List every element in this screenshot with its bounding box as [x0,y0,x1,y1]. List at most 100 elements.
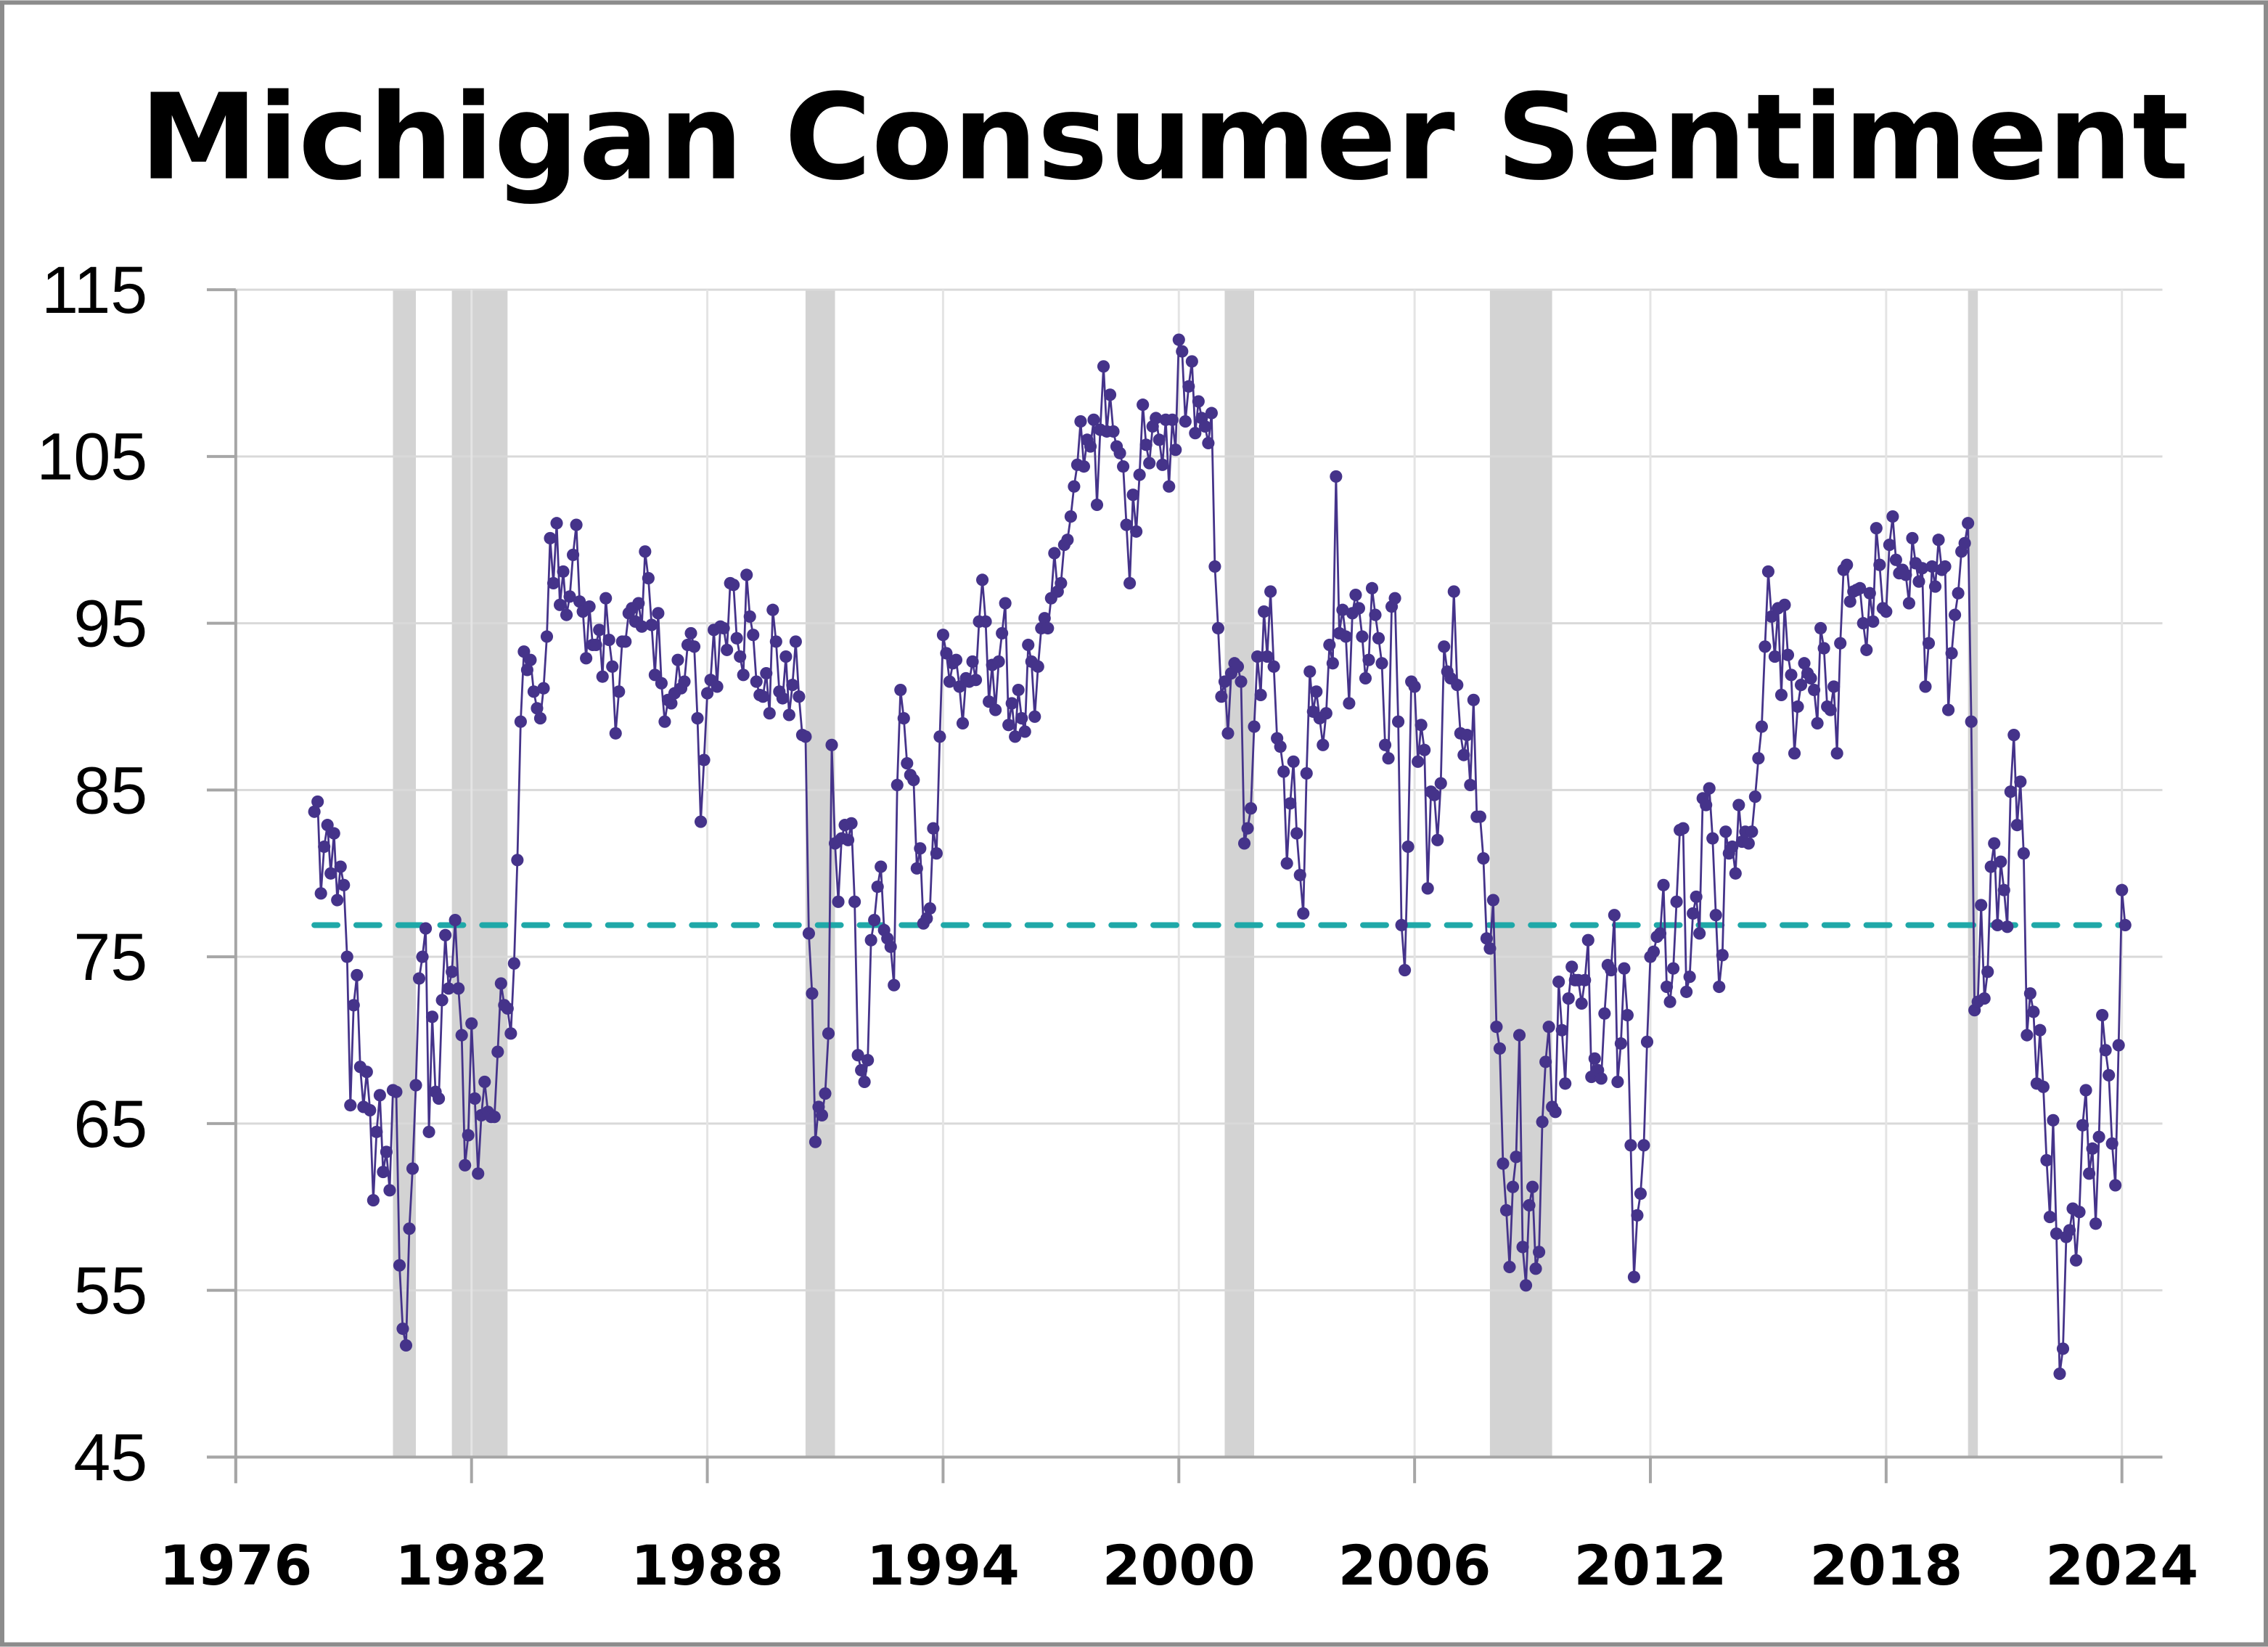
data-point [2063,1224,2076,1237]
data-point [511,854,524,867]
data-point [875,860,888,873]
y-tick-label: 75 [73,920,147,994]
data-point [1464,778,1477,792]
data-point [1218,675,1232,688]
data-point [557,565,570,578]
data-point [580,652,593,665]
data-point [383,1184,396,1197]
data-point [567,548,580,561]
data-point [721,643,734,656]
data-point [1863,587,1876,600]
data-point [1997,883,2010,896]
data-point [1126,489,1139,502]
data-point [1516,1241,1529,1254]
data-point [1748,790,1761,804]
data-point [1460,728,1473,742]
data-point [808,1135,822,1148]
data-point [1716,949,1729,962]
data-point [1883,539,1896,552]
data-point [544,531,557,545]
data-point [1323,638,1336,652]
data-point [1359,671,1372,685]
data-point [1962,517,1975,530]
data-point [399,1339,413,1352]
data-point [782,708,795,722]
data-point [1250,650,1264,663]
data-point [891,778,904,792]
data-point [1700,798,1713,812]
data-point [337,878,351,891]
data-point [1064,510,1077,523]
data-point [390,1085,403,1098]
data-point [419,922,433,935]
data-point [979,615,992,628]
data-point [1378,738,1392,751]
data-point [737,669,750,682]
data-point [1624,1139,1637,1152]
data-point [1765,610,1778,623]
data-point [1860,643,1873,656]
data-point [1794,679,1808,692]
data-point [1526,1180,1539,1193]
data-point [2017,847,2030,860]
data-point [769,635,782,648]
data-point [2103,1068,2116,1082]
x-tick-label: 2006 [1338,1534,1491,1598]
data-point [520,663,533,677]
data-point [494,977,507,990]
data-point [1388,592,1401,605]
data-point [1434,777,1447,790]
y-tick-label: 55 [73,1254,147,1328]
data-point [1198,420,1211,433]
data-point [819,1087,832,1100]
data-point [779,650,793,663]
data-point [1768,650,1782,663]
data-point [439,928,452,941]
data-point [1447,585,1460,598]
sentiment-series [308,333,2132,1381]
data-point [1182,380,1195,393]
data-point [409,1079,422,1092]
data-point [743,610,756,623]
data-point [1208,560,1221,573]
data-point [1369,608,1382,621]
data-point [1103,388,1117,401]
data-point [1713,980,1726,994]
x-tick-label: 1994 [867,1534,1020,1598]
data-point [806,987,819,1000]
data-point [1608,909,1621,922]
data-point [734,650,747,663]
data-point [1172,333,1185,346]
data-point [406,1162,419,1175]
data-point [1473,810,1486,823]
data-point [433,1092,446,1106]
data-point [1486,894,1499,907]
data-point [1781,648,1795,661]
data-point [468,1092,481,1106]
data-point [2069,1254,2083,1267]
data-point [1555,1023,1568,1037]
data-point [700,687,714,700]
data-point [1326,657,1339,670]
data-point [910,862,923,875]
data-point [1202,436,1215,450]
x-tick-label: 2012 [1574,1534,1727,1598]
data-point [452,982,465,995]
data-point [370,1125,383,1138]
data-point [1418,743,1431,756]
data-point [1559,1077,1572,1090]
data-point [983,695,996,708]
data-point [943,675,957,688]
data-point [1375,657,1388,670]
data-point [462,1129,475,1142]
data-point [367,1194,380,1207]
data-point [740,568,753,581]
data-point [1774,688,1788,701]
data-point [1287,755,1300,768]
data-point [1755,720,1768,733]
data-point [1349,588,1362,602]
data-point [1588,1052,1601,1065]
data-point [602,634,615,647]
data-point [403,1222,416,1235]
data-point [1179,415,1192,428]
